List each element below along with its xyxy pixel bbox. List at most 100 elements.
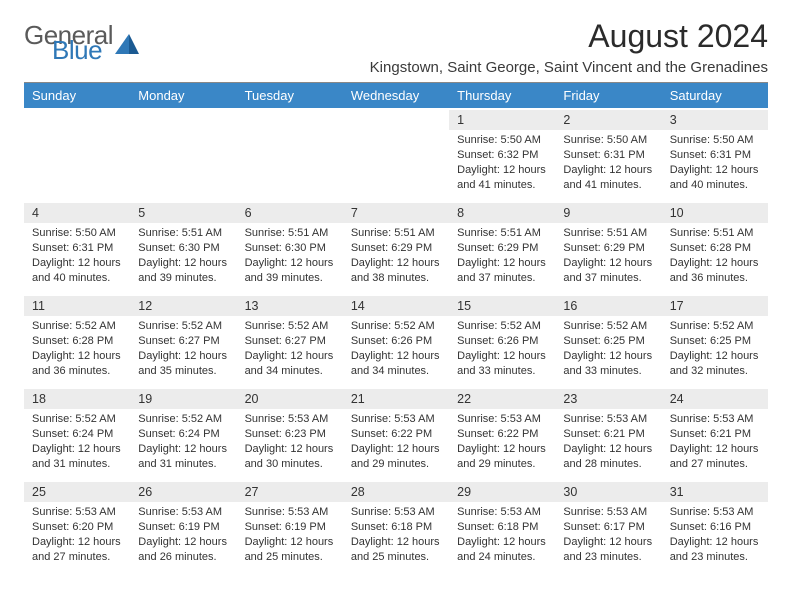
daylight-text-2: and 39 minutes. [245, 271, 335, 286]
day-info-cell: Sunrise: 5:52 AMSunset: 6:26 PMDaylight:… [449, 316, 555, 388]
sunset-text: Sunset: 6:30 PM [245, 241, 335, 256]
sunrise-text: Sunrise: 5:52 AM [32, 319, 122, 334]
daylight-text-1: Daylight: 12 hours [32, 256, 122, 271]
daylight-text-1: Daylight: 12 hours [32, 442, 122, 457]
sunset-text: Sunset: 6:25 PM [670, 334, 760, 349]
daylight-text-1: Daylight: 12 hours [563, 163, 653, 178]
sunrise-text: Sunrise: 5:50 AM [563, 133, 653, 148]
day-info-cell: Sunrise: 5:51 AMSunset: 6:28 PMDaylight:… [662, 223, 768, 295]
daylight-text-1: Daylight: 12 hours [670, 163, 760, 178]
sunset-text: Sunset: 6:28 PM [32, 334, 122, 349]
calendar-table: Sunday Monday Tuesday Wednesday Thursday… [24, 83, 768, 574]
day-info-cell: Sunrise: 5:53 AMSunset: 6:18 PMDaylight:… [449, 502, 555, 574]
sunrise-text: Sunrise: 5:51 AM [351, 226, 441, 241]
day-info-cell: Sunrise: 5:51 AMSunset: 6:29 PMDaylight:… [449, 223, 555, 295]
day-number-cell: 2 [555, 109, 661, 130]
daylight-text-1: Daylight: 12 hours [138, 535, 228, 550]
daylight-text-2: and 27 minutes. [670, 457, 760, 472]
sunset-text: Sunset: 6:24 PM [138, 427, 228, 442]
weekday-row: Sunday Monday Tuesday Wednesday Thursday… [24, 83, 768, 109]
day-number-cell: 25 [24, 481, 130, 502]
header: General Blue August 2024 Kingstown, Sain… [24, 18, 768, 76]
daylight-text-1: Daylight: 12 hours [563, 442, 653, 457]
day-number-cell: 8 [449, 202, 555, 223]
sunrise-text: Sunrise: 5:50 AM [457, 133, 547, 148]
daylight-text-1: Daylight: 12 hours [457, 535, 547, 550]
day-number-cell: 30 [555, 481, 661, 502]
day-info-cell: Sunrise: 5:53 AMSunset: 6:18 PMDaylight:… [343, 502, 449, 574]
daylight-text-2: and 32 minutes. [670, 364, 760, 379]
daylight-text-2: and 39 minutes. [138, 271, 228, 286]
day-info-cell: Sunrise: 5:53 AMSunset: 6:22 PMDaylight:… [343, 409, 449, 481]
sunset-text: Sunset: 6:27 PM [138, 334, 228, 349]
daylight-text-2: and 31 minutes. [32, 457, 122, 472]
sunrise-text: Sunrise: 5:52 AM [245, 319, 335, 334]
sunrise-text: Sunrise: 5:52 AM [32, 412, 122, 427]
day-info-cell: Sunrise: 5:51 AMSunset: 6:29 PMDaylight:… [343, 223, 449, 295]
sunrise-text: Sunrise: 5:50 AM [32, 226, 122, 241]
daylight-text-2: and 33 minutes. [563, 364, 653, 379]
weekday-header: Saturday [662, 83, 768, 109]
daylight-text-1: Daylight: 12 hours [563, 535, 653, 550]
day-number-cell [24, 109, 130, 130]
day-info-cell [237, 130, 343, 202]
day-info-cell: Sunrise: 5:53 AMSunset: 6:17 PMDaylight:… [555, 502, 661, 574]
sunrise-text: Sunrise: 5:53 AM [351, 412, 441, 427]
daylight-text-1: Daylight: 12 hours [457, 442, 547, 457]
day-info-cell: Sunrise: 5:50 AMSunset: 6:32 PMDaylight:… [449, 130, 555, 202]
location-subtitle: Kingstown, Saint George, Saint Vincent a… [370, 59, 768, 76]
daylight-text-1: Daylight: 12 hours [245, 349, 335, 364]
sunset-text: Sunset: 6:18 PM [351, 520, 441, 535]
daylight-text-1: Daylight: 12 hours [138, 442, 228, 457]
sunset-text: Sunset: 6:24 PM [32, 427, 122, 442]
daylight-text-2: and 23 minutes. [670, 550, 760, 565]
day-info-cell: Sunrise: 5:53 AMSunset: 6:19 PMDaylight:… [237, 502, 343, 574]
day-number-cell: 26 [130, 481, 236, 502]
sunset-text: Sunset: 6:21 PM [670, 427, 760, 442]
weekday-header: Thursday [449, 83, 555, 109]
daylight-text-1: Daylight: 12 hours [457, 349, 547, 364]
daylight-text-1: Daylight: 12 hours [351, 535, 441, 550]
day-number-row: 18192021222324 [24, 388, 768, 409]
sunset-text: Sunset: 6:28 PM [670, 241, 760, 256]
sunset-text: Sunset: 6:25 PM [563, 334, 653, 349]
sunset-text: Sunset: 6:31 PM [563, 148, 653, 163]
weekday-header: Friday [555, 83, 661, 109]
sunset-text: Sunset: 6:22 PM [457, 427, 547, 442]
sunrise-text: Sunrise: 5:51 AM [670, 226, 760, 241]
day-number-cell: 15 [449, 295, 555, 316]
sunrise-text: Sunrise: 5:53 AM [457, 412, 547, 427]
day-info-cell: Sunrise: 5:53 AMSunset: 6:22 PMDaylight:… [449, 409, 555, 481]
day-number-cell [237, 109, 343, 130]
day-info-cell: Sunrise: 5:52 AMSunset: 6:27 PMDaylight:… [237, 316, 343, 388]
brand-triangle-icon [115, 32, 139, 54]
day-number-cell: 11 [24, 295, 130, 316]
daylight-text-2: and 36 minutes. [32, 364, 122, 379]
daylight-text-1: Daylight: 12 hours [563, 349, 653, 364]
day-info-cell: Sunrise: 5:52 AMSunset: 6:25 PMDaylight:… [555, 316, 661, 388]
daylight-text-1: Daylight: 12 hours [351, 349, 441, 364]
sunset-text: Sunset: 6:29 PM [563, 241, 653, 256]
sunset-text: Sunset: 6:19 PM [138, 520, 228, 535]
month-title: August 2024 [370, 18, 768, 55]
daylight-text-2: and 37 minutes. [563, 271, 653, 286]
daylight-text-1: Daylight: 12 hours [351, 442, 441, 457]
day-number-cell: 12 [130, 295, 236, 316]
sunset-text: Sunset: 6:20 PM [32, 520, 122, 535]
daylight-text-2: and 41 minutes. [563, 178, 653, 193]
daylight-text-1: Daylight: 12 hours [351, 256, 441, 271]
day-info-cell: Sunrise: 5:52 AMSunset: 6:27 PMDaylight:… [130, 316, 236, 388]
sunrise-text: Sunrise: 5:52 AM [351, 319, 441, 334]
daylight-text-2: and 25 minutes. [245, 550, 335, 565]
day-info-cell: Sunrise: 5:53 AMSunset: 6:21 PMDaylight:… [662, 409, 768, 481]
day-info-row: Sunrise: 5:52 AMSunset: 6:24 PMDaylight:… [24, 409, 768, 481]
sunrise-text: Sunrise: 5:52 AM [563, 319, 653, 334]
daylight-text-2: and 36 minutes. [670, 271, 760, 286]
day-number-row: 11121314151617 [24, 295, 768, 316]
daylight-text-1: Daylight: 12 hours [245, 256, 335, 271]
sunrise-text: Sunrise: 5:53 AM [245, 505, 335, 520]
daylight-text-1: Daylight: 12 hours [670, 349, 760, 364]
brand-word-blue: Blue [52, 39, 113, 62]
sunrise-text: Sunrise: 5:51 AM [245, 226, 335, 241]
day-number-cell: 7 [343, 202, 449, 223]
